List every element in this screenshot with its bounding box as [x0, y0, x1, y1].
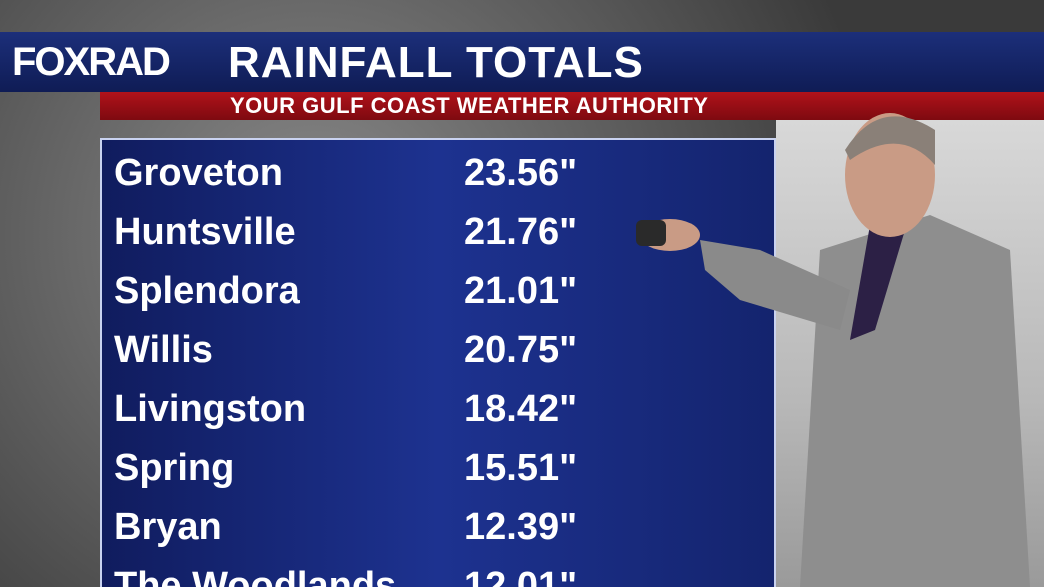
rainfall-value: 15.51" — [464, 447, 578, 489]
tie — [850, 225, 905, 340]
suit — [800, 215, 1030, 587]
location-name: Spring — [114, 447, 235, 489]
subtitle: YOUR GULF COAST WEATHER AUTHORITY — [230, 93, 709, 118]
location-name: Willis — [114, 329, 213, 371]
location-name: The Woodlands — [114, 565, 397, 587]
logo: FOXRAD — [12, 40, 171, 84]
location-name: Bryan — [114, 506, 222, 548]
rainfall-value: 23.56" — [464, 152, 578, 194]
rainfall-value: 21.76" — [464, 211, 578, 253]
rainfall-value: 12.39" — [464, 506, 578, 548]
location-name: Splendora — [114, 270, 300, 312]
rainfall-value: 21.01" — [464, 270, 578, 312]
rainfall-value: 12.01" — [464, 565, 578, 587]
location-name: Groveton — [114, 152, 283, 194]
location-name: Huntsville — [114, 211, 296, 253]
hair — [845, 116, 935, 165]
header-bar — [0, 32, 1044, 92]
rainfall-table: Groveton 23.56" Huntsville 21.76" Splendora 2… — [100, 138, 776, 587]
clicker — [636, 220, 666, 246]
rainfall-value: 20.75" — [464, 329, 578, 371]
title: RAINFALL TOTALS — [228, 38, 644, 87]
arm — [700, 240, 850, 330]
location-name: Livingston — [114, 388, 307, 430]
rainfall-value: 18.42" — [464, 388, 578, 430]
